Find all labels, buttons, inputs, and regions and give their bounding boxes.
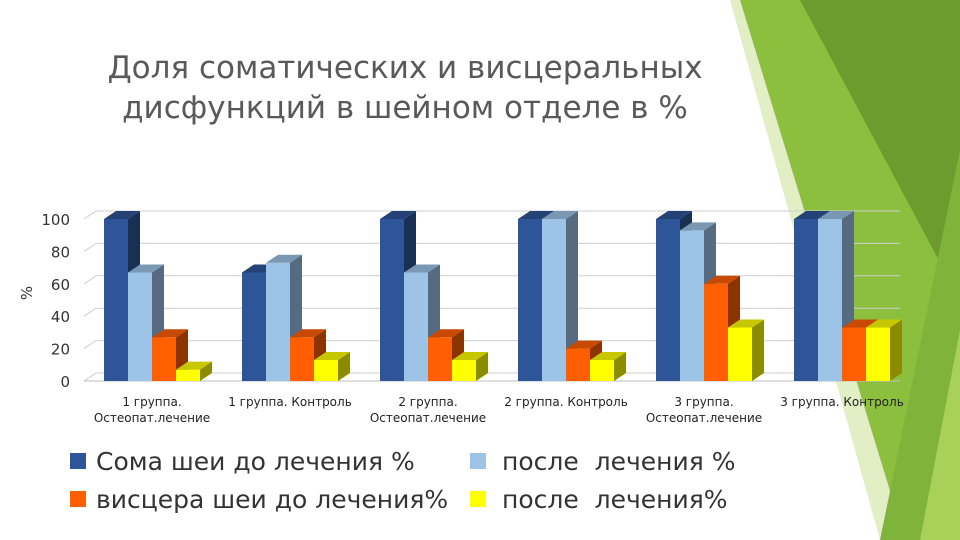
x-category-label: Остеопат.лечение: [94, 411, 210, 425]
grid-line: [83, 307, 900, 317]
grid-line: [83, 372, 900, 382]
x-category-label: Остеопат.лечение: [646, 411, 762, 425]
chart-title: Доля соматических и висцеральных дисфунк…: [60, 48, 750, 128]
bars: [104, 211, 902, 381]
deco-shape-dark: [800, 0, 960, 300]
y-tick-label: 60: [51, 276, 70, 294]
legend-swatch-viscera-before: [70, 491, 86, 507]
legend-label-viscera-before: висцера шеи до лечения%: [96, 484, 449, 514]
x-category-label: 1 группа. Контроль: [228, 395, 352, 409]
grid-lines: [83, 210, 900, 382]
y-tick-label: 40: [51, 308, 70, 326]
y-tick-label: 20: [51, 341, 70, 359]
legend-item-soma-before: Сома шеи до лечения %: [70, 444, 470, 478]
legend-swatch-soma-after: [470, 453, 486, 469]
x-category-label: 3 группа. Контроль: [780, 395, 904, 409]
y-tick-label: 0: [60, 373, 70, 391]
title-line-2: дисфункций в шейном отделе в %: [122, 90, 688, 126]
x-category-label: 2 группа.: [398, 395, 457, 409]
bar: [452, 351, 488, 381]
grid-line: [83, 210, 900, 220]
y-axis-label: %: [18, 286, 36, 300]
grid-line: [83, 275, 900, 285]
bar: [566, 340, 602, 381]
x-axis-categories: 1 группа. Остеопат.лечение 1 группа. Контр…: [94, 395, 904, 425]
y-axis-ticks: 0 20 40 60 80 100: [41, 211, 70, 391]
bar: [176, 361, 212, 381]
title-line-1: Доля соматических и висцеральных: [107, 50, 703, 86]
y-tick-label: 80: [51, 243, 70, 261]
x-category-label: 2 группа. Контроль: [504, 395, 628, 409]
x-category-label: 3 группа.: [674, 395, 733, 409]
grid-line: [83, 340, 900, 350]
grid-line: [83, 242, 900, 252]
x-category-label: 1 группа.: [122, 395, 181, 409]
bar: [590, 351, 626, 381]
legend-label-viscera-after: после лечения%: [502, 484, 728, 514]
bar: [728, 319, 764, 381]
x-category-label: Остеопат.лечение: [370, 411, 486, 425]
bar: [266, 254, 302, 381]
legend-item-viscera-before: висцера шеи до лечения%: [70, 482, 470, 516]
deco-shape-pale: [920, 330, 960, 540]
legend-item-viscera-after: после лечения%: [470, 482, 770, 516]
legend-swatch-viscera-after: [470, 491, 486, 507]
legend-label-soma-after: после лечения %: [502, 446, 736, 476]
legend-swatch-soma-before: [70, 453, 86, 469]
legend: Сома шеи до лечения % после лечения % ви…: [70, 444, 770, 516]
y-tick-label: 100: [41, 211, 70, 229]
legend-item-soma-after: после лечения %: [470, 444, 770, 478]
bar: [542, 211, 578, 381]
bar: [866, 319, 902, 381]
bar: [314, 351, 350, 381]
legend-label-soma-before: Сома шеи до лечения %: [96, 446, 415, 476]
